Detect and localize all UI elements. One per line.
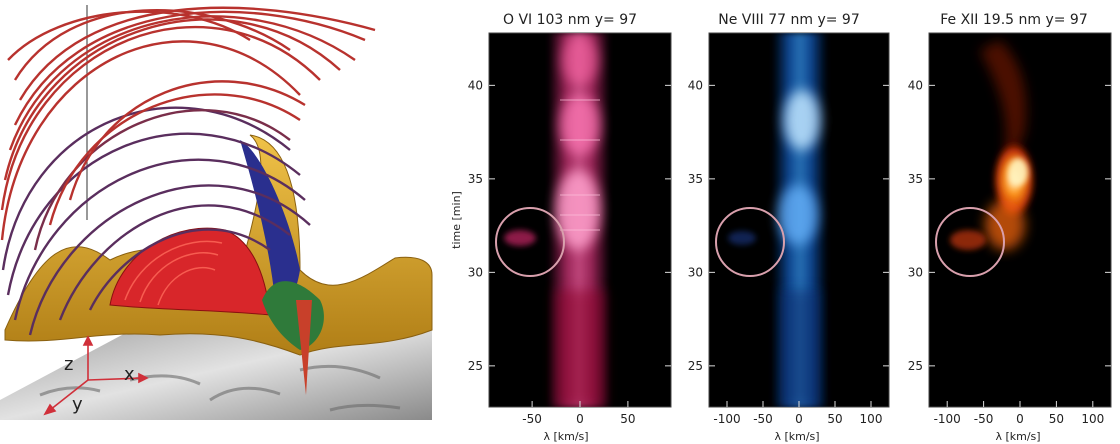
x-tick-label: -50 [974,412,994,426]
blueshift-blob [950,230,986,250]
panel-title: O VI 103 nm y= 97 [503,12,637,28]
blueshift-blob [504,230,536,246]
photosphere-granulation [39,364,401,412]
bright-core [985,200,1025,250]
x-ticks: -50 0 50 [522,401,636,426]
y-tick-label: 35 [688,172,703,186]
time-stripes [560,99,600,231]
axis-label-x: x [124,364,135,385]
panel-title: Ne VIII 77 nm y= 97 [718,12,859,28]
x-tick-label: 50 [1049,412,1064,426]
x-axis-label: λ [km/s] [995,430,1040,443]
y-tick-label: 30 [908,265,923,279]
isosurface-red-dome [109,227,271,316]
dome-shading [124,240,223,306]
faint-lower-band [555,290,605,407]
y-ticks: 25 30 35 40 [468,78,671,373]
highlight-circle [495,207,565,277]
x-ticks: -100 -50 0 50 100 [934,401,1104,426]
panel-ne-viii: Ne VIII 77 nm y= 97 -100 -50 0 50 100 25 30 35… [688,12,890,443]
highlight-circle [715,207,785,277]
axis-label-y: y [72,394,83,415]
y-ticks: 25 30 35 40 [908,78,1111,373]
y-tick-label: 30 [688,265,703,279]
bright-core [560,95,600,155]
bright-core [1008,158,1028,186]
y-tick-label: 35 [908,172,923,186]
axis-triad [43,335,149,416]
y-axis-label: time [min] [450,191,463,249]
x-tick-label: 0 [795,412,803,426]
bright-core [778,185,818,245]
x-tick-label: 50 [827,412,842,426]
x-ticks: -100 -50 0 50 100 [713,401,882,426]
x-tick-label: 100 [1081,412,1104,426]
faint-upper-emission [980,40,1027,154]
x-tick-label: -100 [713,412,740,426]
3d-simulation-render: z x y [0,5,433,420]
panel-o-vi: O VI 103 nm y= 97 -50 0 50 25 30 35 40 λ [km/… [450,12,672,443]
highlight-circle [935,207,1005,277]
x-axis-label: λ [km/s] [774,430,819,443]
panel-title: Fe XII 19.5 nm y= 97 [940,12,1088,28]
axis-label-z: z [64,354,73,375]
field-lines [0,6,376,336]
x-axis-label: λ [km/s] [543,430,588,443]
x-tick-label: -100 [934,412,961,426]
y-tick-label: 25 [908,359,923,373]
blueshift-blob [728,231,756,245]
bright-core [556,170,600,250]
y-tick-label: 40 [908,78,923,92]
panel-fe-xii: Fe XII 19.5 nm y= 97 -100 -50 0 50 100 25 30 3… [908,12,1112,443]
x-tick-label: 0 [576,412,584,426]
x-tick-label: 0 [1016,412,1024,426]
bright-core [784,90,820,150]
y-tick-label: 40 [468,78,483,92]
jet-spike [296,300,312,395]
y-tick-label: 25 [688,359,703,373]
y-ticks: 25 30 35 40 [688,78,889,373]
y-tick-label: 25 [468,359,483,373]
x-tick-label: -50 [522,412,542,426]
y-tick-label: 40 [688,78,703,92]
x-tick-label: -50 [753,412,773,426]
y-tick-label: 35 [468,172,483,186]
bright-core [562,35,598,85]
y-tick-label: 30 [468,265,483,279]
x-tick-label: 50 [620,412,635,426]
x-tick-label: 100 [860,412,883,426]
faint-lower-band [780,290,820,407]
